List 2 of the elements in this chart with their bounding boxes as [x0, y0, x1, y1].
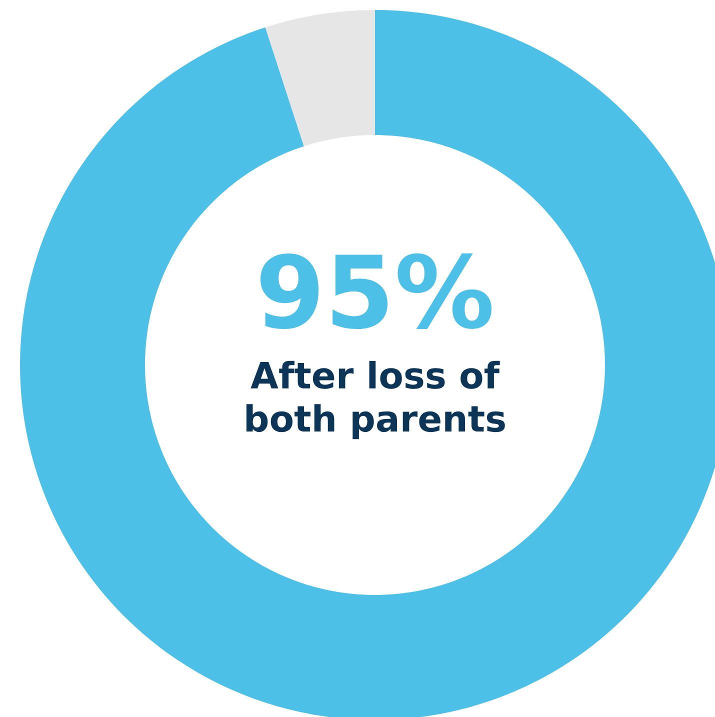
data-label: 95% [260, 253, 492, 330]
text: After loss of both parents [246, 360, 505, 440]
